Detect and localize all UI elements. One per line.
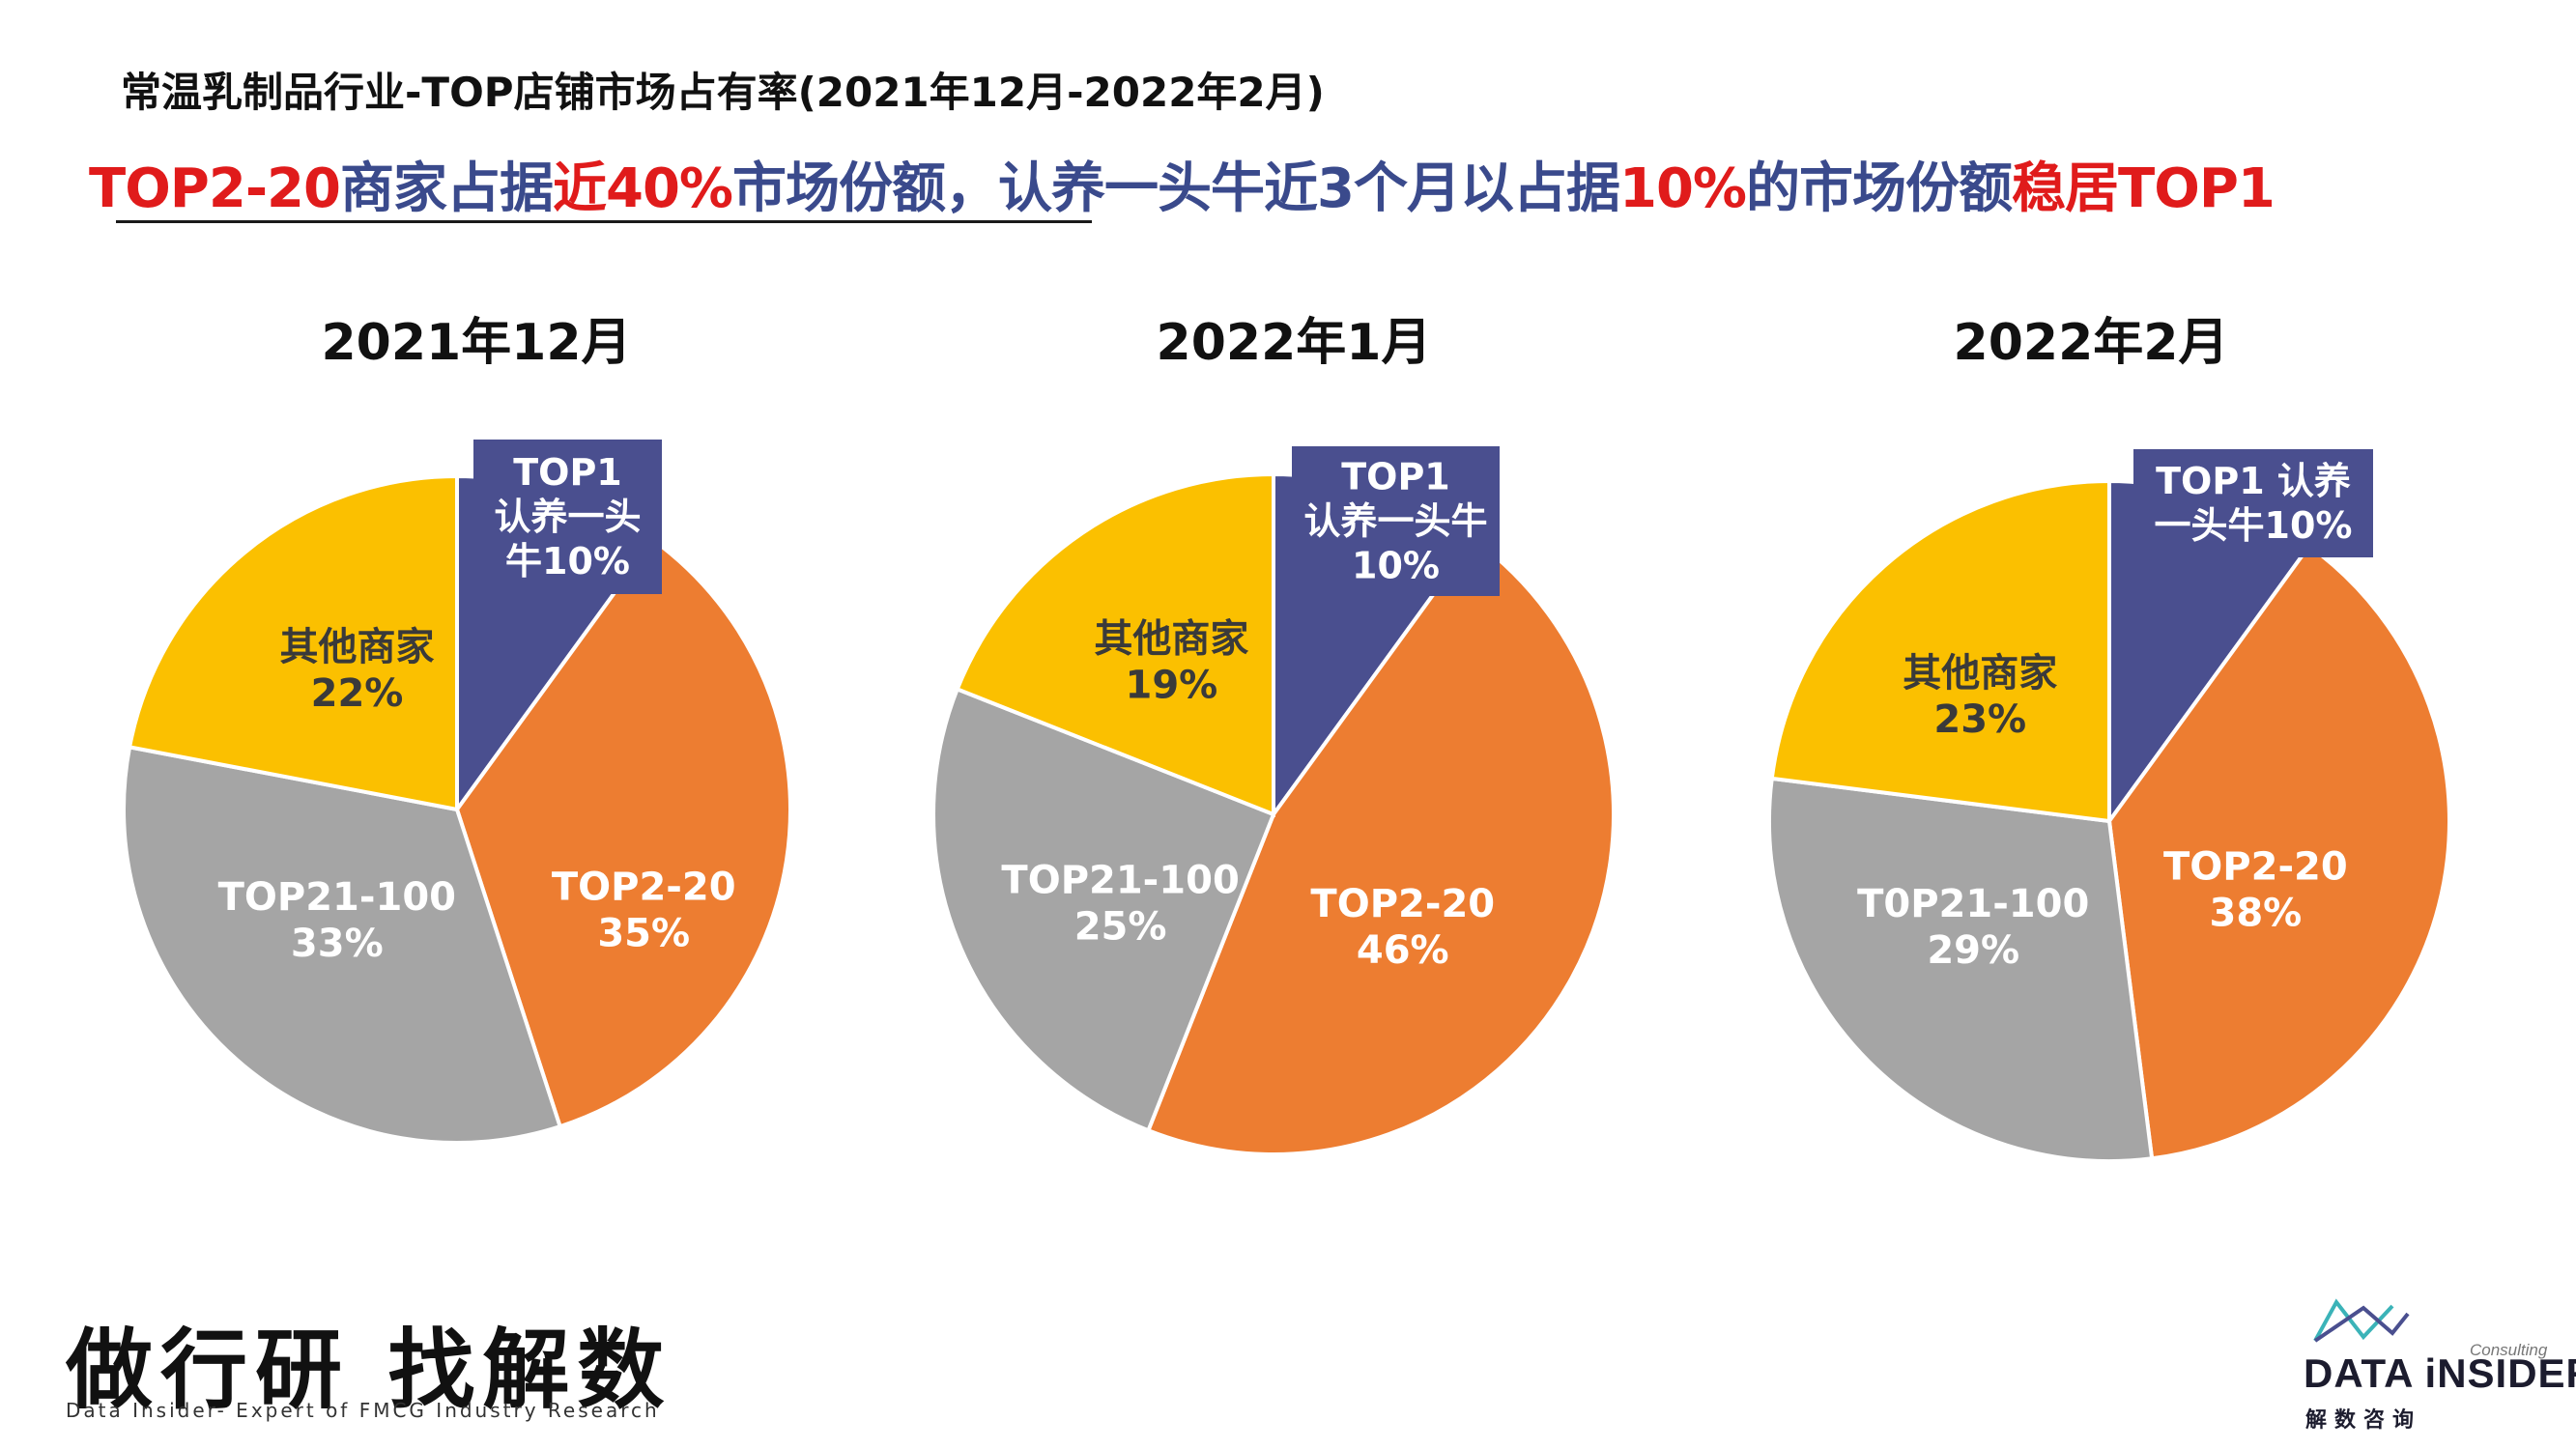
headline-subtitle: TOP2-20商家占据近40%市场份额，认养一头牛近3个月以占据10%的市场份额… — [89, 145, 2275, 223]
subtitle-part-3: 市场份额，认养一头牛近3个月以占据 — [732, 157, 1620, 220]
slice-label-top21_100: TOP21-100 — [218, 875, 456, 920]
slice-label-others: 其他商家 — [1094, 617, 1248, 662]
headline-underline — [116, 220, 1092, 223]
slice-label-top2_20: TOP2-20 — [2163, 844, 2348, 889]
pie-slice-top21_100 — [122, 745, 563, 1145]
slice-label-top2_20: TOP2-20 — [1310, 882, 1495, 926]
slice-label-others: 22% — [311, 671, 404, 716]
slice-label-top21_100: 29% — [1927, 928, 2019, 973]
subtitle-part-4: 10% — [1619, 157, 1747, 220]
slice-label-top2_20: 46% — [1357, 928, 1449, 973]
slice-label-top1: 牛10% — [505, 540, 630, 582]
slice-label-others: 其他商家 — [280, 625, 435, 669]
subtitle-part-0: TOP2-20 — [89, 157, 341, 220]
pie-slice-others — [127, 473, 459, 812]
pie-slice-top21_100 — [1767, 776, 2155, 1163]
slice-label-top1: 认养一头 — [494, 496, 641, 538]
slice-label-top2_20: 38% — [2209, 891, 2302, 935]
logo-consulting-text: Consulting — [2470, 1341, 2548, 1359]
data-insider-logo-icon — [2313, 1298, 2410, 1343]
page-title: 常温乳制品行业-TOP店铺市场占有率(2021年12月-2022年2月) — [121, 69, 1325, 116]
slice-label-others: 23% — [1933, 697, 2026, 742]
logo-name: DATA iNSIDER — [2304, 1350, 2576, 1396]
top1-callout-box — [473, 440, 662, 594]
slice-label-top2_20: 35% — [597, 912, 690, 956]
pie-title-jan-2022: 2022年1月 — [1156, 314, 1432, 372]
slice-label-top21_100: T0P21-100 — [1857, 882, 2089, 926]
pie-slice-top21_100 — [931, 686, 1276, 1133]
slice-label-top21_100: 33% — [291, 922, 384, 966]
pie-slice-top2_20 — [454, 537, 792, 1129]
top1-callout-box — [2133, 449, 2373, 557]
slice-label-top1: 10% — [1352, 545, 1440, 587]
footer-slogan-subtitle: Data Insider- Expert of FMCG Industry Re… — [66, 1399, 660, 1422]
slice-label-top21_100: TOP21-100 — [1001, 859, 1239, 903]
subtitle-part-6: 稳居TOP1 — [2012, 157, 2275, 220]
slice-label-top2_20: TOP2-20 — [552, 866, 736, 910]
slice-label-others: 19% — [1126, 664, 1218, 708]
pie-title-dec-2021: 2021年12月 — [321, 314, 632, 372]
slice-label-top1: TOP1 — [1341, 456, 1450, 498]
slice-label-top1: 一头牛10% — [2155, 504, 2353, 547]
pie-slice-top2_20 — [2106, 543, 2451, 1161]
footer-slogan: 做行研 找解数 — [66, 1319, 673, 1421]
subtitle-part-5: 的市场份额 — [1746, 157, 2013, 220]
pie-slice-top2_20 — [1145, 536, 1616, 1156]
subtitle-part-2: 近40% — [552, 157, 733, 220]
slice-label-top1: TOP1 认养 — [2156, 460, 2351, 502]
top1-callout-box — [1292, 446, 1500, 596]
logo-chinese-name: 解数咨询 — [2305, 1408, 2422, 1433]
slice-label-top1: TOP1 — [513, 451, 622, 494]
slice-label-top1: 认养一头牛 — [1303, 500, 1487, 543]
subtitle-part-1: 商家占据 — [339, 157, 554, 220]
pie-slice-others — [955, 471, 1275, 817]
pie-slice-others — [1769, 478, 2111, 824]
slice-label-others: 其他商家 — [1903, 651, 2057, 696]
pie-title-feb-2022: 2022年2月 — [1953, 314, 2229, 372]
slice-label-top21_100: 25% — [1074, 905, 1167, 950]
